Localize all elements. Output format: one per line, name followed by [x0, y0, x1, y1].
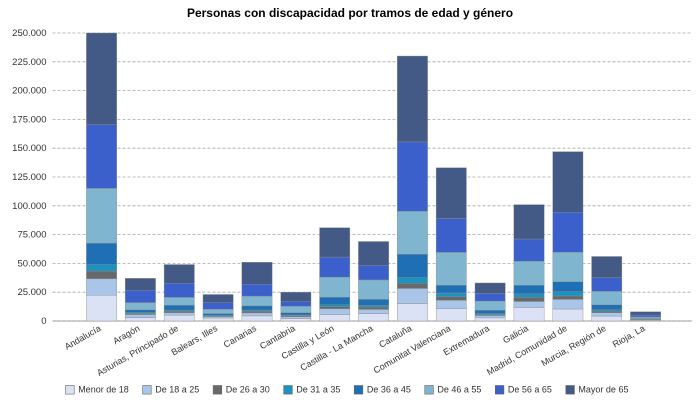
svg-text:50.000: 50.000: [17, 258, 46, 269]
svg-text:De 36 a 45: De 36 a 45: [367, 384, 411, 394]
svg-text:100.000: 100.000: [12, 201, 46, 212]
svg-text:25.000: 25.000: [17, 287, 46, 298]
svg-text:De 18 a 25: De 18 a 25: [155, 384, 199, 394]
svg-text:Castilla - La Mancha: Castilla - La Mancha: [299, 323, 375, 373]
svg-text:Aragón: Aragón: [111, 323, 141, 346]
svg-text:Rioja, La: Rioja, La: [611, 323, 647, 349]
svg-text:Galicia: Galicia: [501, 323, 530, 345]
svg-text:Menor de 18: Menor de 18: [78, 384, 129, 394]
svg-text:75.000: 75.000: [17, 230, 46, 241]
svg-text:250.000: 250.000: [12, 28, 46, 39]
svg-text:De 56 a 65: De 56 a 65: [508, 384, 552, 394]
svg-text:De 26 a 30: De 26 a 30: [226, 384, 270, 394]
svg-text:Andalucía: Andalucía: [63, 323, 103, 352]
svg-text:225.000: 225.000: [12, 57, 46, 68]
svg-text:Canarias: Canarias: [222, 323, 259, 350]
svg-text:Murcia, Región de: Murcia, Región de: [539, 323, 607, 368]
svg-text:De 31 a 35: De 31 a 35: [296, 384, 340, 394]
svg-text:175.000: 175.000: [12, 114, 46, 125]
svg-text:0: 0: [41, 316, 46, 327]
svg-text:150.000: 150.000: [12, 143, 46, 154]
svg-text:De 46 a 55: De 46 a 55: [437, 384, 481, 394]
svg-text:200.000: 200.000: [12, 86, 46, 97]
svg-text:125.000: 125.000: [12, 172, 46, 183]
svg-text:Mayor de 65: Mayor de 65: [578, 384, 628, 394]
